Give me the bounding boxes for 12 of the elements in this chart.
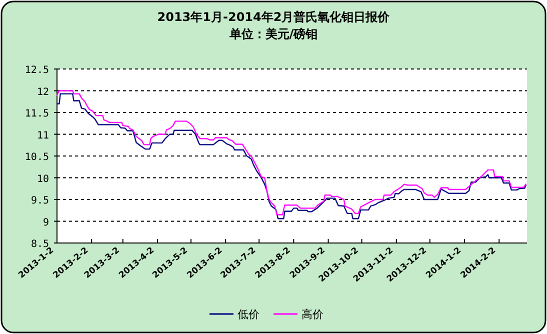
legend-label: 高价: [302, 308, 324, 321]
y-tick-label: 9: [42, 217, 49, 228]
y-tick-label: 12: [36, 86, 49, 98]
chart-title: 2013年1月-2014年2月普氏氧化钼日报价: [157, 10, 391, 24]
y-tick-label: 12.5: [24, 65, 49, 76]
y-tick-label: 11: [36, 130, 49, 142]
y-tick-label: 10.5: [24, 152, 49, 163]
y-tick-label: 11.5: [24, 108, 49, 120]
legend-label: 低价: [238, 308, 260, 321]
y-tick-label: 9.5: [30, 196, 49, 206]
y-tick-label: 10: [36, 174, 49, 185]
chart-subtitle: 单位：美元/磅钼: [228, 27, 318, 41]
